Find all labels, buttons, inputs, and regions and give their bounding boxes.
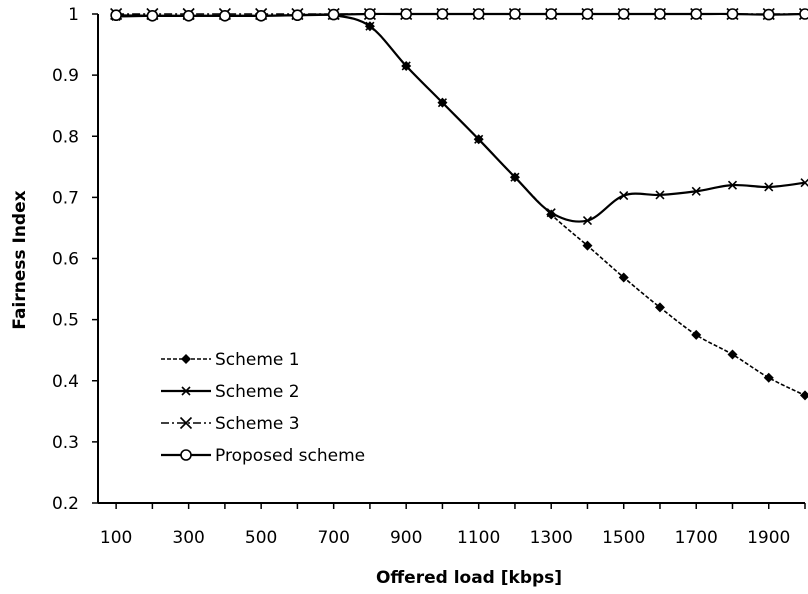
series-line <box>116 13 806 397</box>
y-tick-label: 0.9 <box>52 66 79 86</box>
legend-label: Scheme 1 <box>215 350 300 370</box>
diamond-marker <box>727 349 738 360</box>
circle-marker <box>219 10 231 22</box>
x-marker <box>546 208 556 218</box>
diamond-marker <box>691 329 702 340</box>
diamond-marker <box>763 372 774 383</box>
x-marker <box>437 98 448 108</box>
diamond-marker <box>654 302 665 313</box>
circle-marker <box>436 8 449 20</box>
series-4 <box>110 8 808 22</box>
circle-marker <box>180 449 192 461</box>
x-marker <box>401 61 411 71</box>
circle-marker <box>581 8 594 20</box>
x-marker <box>727 180 738 190</box>
diamond-marker <box>800 390 808 401</box>
y-axis-ticks: 0.2 0.3 0.4 0.5 0.6 0.7 0.8 0.9 1 <box>52 5 98 514</box>
x-marker-stroke <box>727 180 738 190</box>
circle-marker <box>726 8 739 20</box>
x-marker-stroke <box>582 216 593 226</box>
x-marker <box>582 216 593 226</box>
circle-marker <box>291 9 304 22</box>
series-1 <box>111 10 808 401</box>
circle-marker <box>255 10 267 22</box>
y-axis-title: Fairness Index <box>10 190 30 329</box>
y-tick-label: 0.4 <box>52 372 79 392</box>
circle-marker <box>762 8 775 21</box>
x-tick-label: 500 <box>245 528 277 548</box>
circle-marker <box>110 9 122 22</box>
x-marker-stroke <box>691 186 701 196</box>
x-tick-label: 1900 <box>747 528 790 548</box>
circle-marker <box>509 8 521 20</box>
circle-marker <box>654 8 666 20</box>
x-marker <box>619 190 629 201</box>
x-marker <box>474 134 484 144</box>
x-tick-label: 1700 <box>675 528 718 548</box>
y-tick-label: 1 <box>68 5 79 25</box>
x-marker <box>655 190 665 200</box>
x-marker <box>764 182 774 192</box>
diamond-marker <box>582 240 593 251</box>
y-tick-label: 0.6 <box>52 250 79 270</box>
circle-marker <box>690 8 703 20</box>
x-marker-stroke <box>619 190 629 201</box>
x-marker <box>181 386 191 396</box>
series-2 <box>111 10 808 226</box>
legend-label: Proposed scheme <box>215 446 365 466</box>
x-marker-stroke <box>401 61 411 71</box>
x-marker-stroke <box>474 134 484 144</box>
x-marker <box>691 186 701 196</box>
series-line <box>116 13 806 223</box>
diamond-marker <box>181 354 191 364</box>
x-tick-label: 700 <box>317 528 349 548</box>
circle-marker <box>182 10 195 22</box>
x-marker-stroke <box>365 21 375 31</box>
x-marker <box>365 21 375 31</box>
circle-marker <box>327 8 340 21</box>
x-marker-stroke <box>510 172 520 182</box>
x-tick-label: 900 <box>390 528 422 548</box>
x-marker-stroke <box>546 208 556 218</box>
diamond-marker <box>618 272 629 283</box>
x-tick-label: 300 <box>172 528 204 548</box>
y-tick-label: 0.3 <box>52 433 79 453</box>
x-tick-label: 1300 <box>530 528 573 548</box>
x-marker-stroke <box>179 416 193 430</box>
circle-marker <box>146 10 159 22</box>
circle-marker <box>472 8 485 20</box>
circle-marker <box>545 8 558 20</box>
y-tick-label: 0.5 <box>52 311 79 331</box>
legend-label: Scheme 3 <box>215 414 300 434</box>
circle-marker <box>617 8 630 20</box>
y-tick-label: 0.7 <box>52 188 79 208</box>
legend: Scheme 1 Scheme 2 Scheme 3 Proposed scheme <box>161 350 365 466</box>
x-axis-ticks: 100 300 500 700 900 1100 1300 1500 1700 1900 <box>100 503 806 548</box>
x-marker-stroke <box>437 98 448 108</box>
plot-area <box>97 14 805 504</box>
legend-item: Scheme 2 <box>161 382 300 402</box>
x-marker-stroke <box>181 386 191 396</box>
circle-marker <box>364 8 376 20</box>
legend-item: Proposed scheme <box>161 446 365 466</box>
y-tick-label: 0.2 <box>52 494 79 514</box>
x-tick-label: 1500 <box>602 528 645 548</box>
x-axis-title: Offered load [kbps] <box>376 568 562 588</box>
legend-item: Scheme 3 <box>161 414 300 434</box>
x-marker-stroke <box>764 182 774 192</box>
legend-item: Scheme 1 <box>161 350 300 370</box>
circle-marker <box>799 8 808 20</box>
legend-label: Scheme 2 <box>215 382 300 402</box>
x-marker <box>510 172 520 182</box>
x-tick-label: 1100 <box>457 528 500 548</box>
y-tick-label: 0.8 <box>52 127 79 147</box>
x-marker <box>179 416 193 430</box>
x-tick-label: 100 <box>100 528 132 548</box>
x-marker-stroke <box>655 190 665 200</box>
circle-marker <box>400 8 412 20</box>
series-layer <box>110 7 808 401</box>
